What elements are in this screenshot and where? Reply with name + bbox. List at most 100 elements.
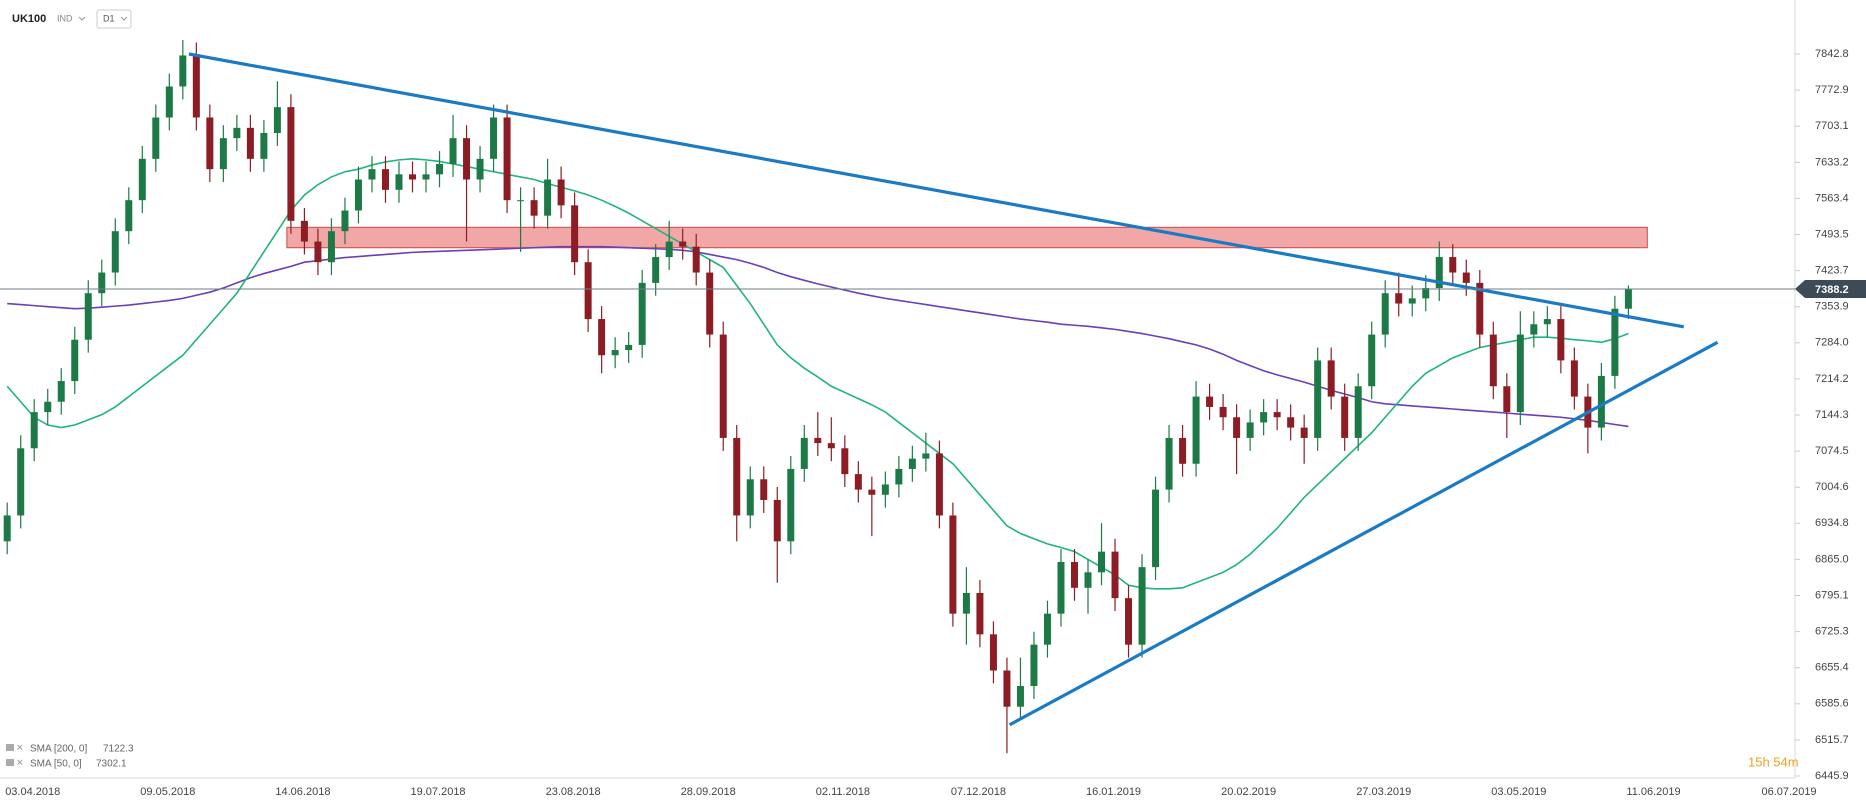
candle-body (935, 453, 943, 516)
candle-body (409, 174, 416, 180)
candle-body (1408, 298, 1416, 304)
y-tick-label: 6655.4 (1815, 662, 1849, 674)
candle-body (827, 443, 835, 449)
candle-body (1246, 422, 1254, 438)
candle-body (1503, 386, 1511, 413)
plot-area (3, 39, 1648, 754)
candle-body (1030, 644, 1038, 687)
legend: ✕ SMA [200, 0] 7122.3 ✕ SMA [50, 0] 7302… (6, 742, 134, 770)
y-tick-label: 6934.8 (1815, 517, 1849, 529)
candle-body (287, 107, 295, 221)
candle-body (1192, 396, 1200, 464)
price-tag (1795, 279, 1866, 298)
candle-body (1219, 406, 1227, 418)
candle-body (719, 334, 727, 438)
y-tick-label: 7214.2 (1815, 373, 1849, 385)
candle-body (1557, 319, 1565, 361)
y-tick-label: 6515.7 (1815, 734, 1849, 746)
candle-body (733, 437, 741, 516)
candle-body (476, 158, 484, 180)
y-tick-label: 7563.4 (1815, 192, 1849, 204)
candle-body (98, 272, 106, 294)
candle-body (1138, 567, 1146, 645)
candle-body (922, 453, 930, 459)
x-tick-label: 14.06.2018 (275, 786, 330, 798)
candle-body (1368, 334, 1376, 387)
candle-body (327, 231, 335, 263)
legend-close[interactable]: ✕ (16, 757, 24, 767)
y-tick-label: 7284.0 (1815, 337, 1849, 349)
candle-body (1273, 412, 1281, 418)
x-tick-label: 19.07.2018 (411, 786, 466, 798)
candle-body (449, 138, 457, 164)
candle-body (503, 117, 511, 201)
candle-body (1003, 670, 1011, 707)
candle-body (557, 179, 565, 206)
candle-body (1287, 417, 1295, 428)
x-tick-label: 16.01.2019 (1086, 786, 1141, 798)
candle-body (706, 272, 714, 335)
candle-body (1057, 561, 1065, 614)
candle-body (1084, 572, 1092, 588)
candle-body (3, 515, 11, 542)
candle-body (773, 499, 781, 542)
candle-body (1611, 308, 1619, 376)
candle-body (679, 241, 687, 247)
overlay: 7388.2 (0, 52, 1866, 727)
market: IND (57, 13, 73, 23)
candle-body (1070, 561, 1078, 588)
candle-body (422, 174, 430, 180)
candle-body (138, 158, 146, 201)
dropdown-arrow[interactable] (78, 16, 86, 21)
candle-body (584, 262, 592, 320)
candle-body (949, 515, 957, 614)
candle-body (1489, 334, 1497, 387)
candle-body (1543, 319, 1551, 325)
candle-body (71, 339, 79, 382)
y-tick-label: 7353.9 (1815, 301, 1849, 313)
candle-body (206, 117, 214, 170)
legend-icon[interactable] (6, 744, 14, 751)
candle-body (1624, 288, 1632, 309)
candle-body (625, 344, 633, 351)
x-tick-label: 20.02.2019 (1221, 786, 1276, 798)
candle-body (652, 257, 660, 283)
candle-body (1327, 360, 1335, 397)
legend-name: SMA [200, 0] (30, 744, 87, 755)
timeframe-box[interactable] (96, 9, 132, 29)
candle-body (314, 241, 322, 263)
candle-body (1395, 293, 1403, 304)
candle-body (908, 458, 916, 469)
candle-body (1152, 489, 1160, 568)
candle-body (1233, 417, 1241, 438)
candle-body (814, 437, 822, 444)
legend-value: 7122.3 (103, 744, 134, 755)
y-tick-label: 6585.6 (1815, 698, 1849, 710)
trendline (1008, 340, 1719, 727)
candle-body (368, 169, 376, 180)
candle-body (530, 200, 538, 216)
candle-body (976, 592, 984, 635)
candle-body (381, 169, 389, 190)
legend-icon[interactable] (6, 759, 14, 766)
legend-close[interactable]: ✕ (16, 742, 24, 752)
x-tick-label: 09.05.2018 (140, 786, 195, 798)
candle-body (1341, 396, 1349, 438)
candle-body (787, 468, 795, 542)
dropdown-arrow[interactable] (120, 16, 128, 21)
candle-body (1381, 293, 1389, 335)
candle-body (571, 205, 579, 263)
candle-body (1570, 360, 1578, 397)
candle-body (638, 282, 646, 345)
candle-body (800, 437, 808, 469)
x-tick-label: 28.09.2018 (681, 786, 736, 798)
candle-body (544, 179, 552, 216)
candle-body (598, 319, 606, 356)
candle-body (30, 412, 38, 449)
candle-body (219, 138, 227, 170)
y-tick-label: 7144.3 (1815, 409, 1849, 421)
timeframe[interactable]: D1 (103, 13, 115, 23)
y-tick-label: 7493.5 (1815, 228, 1849, 240)
candle-body (490, 117, 498, 159)
